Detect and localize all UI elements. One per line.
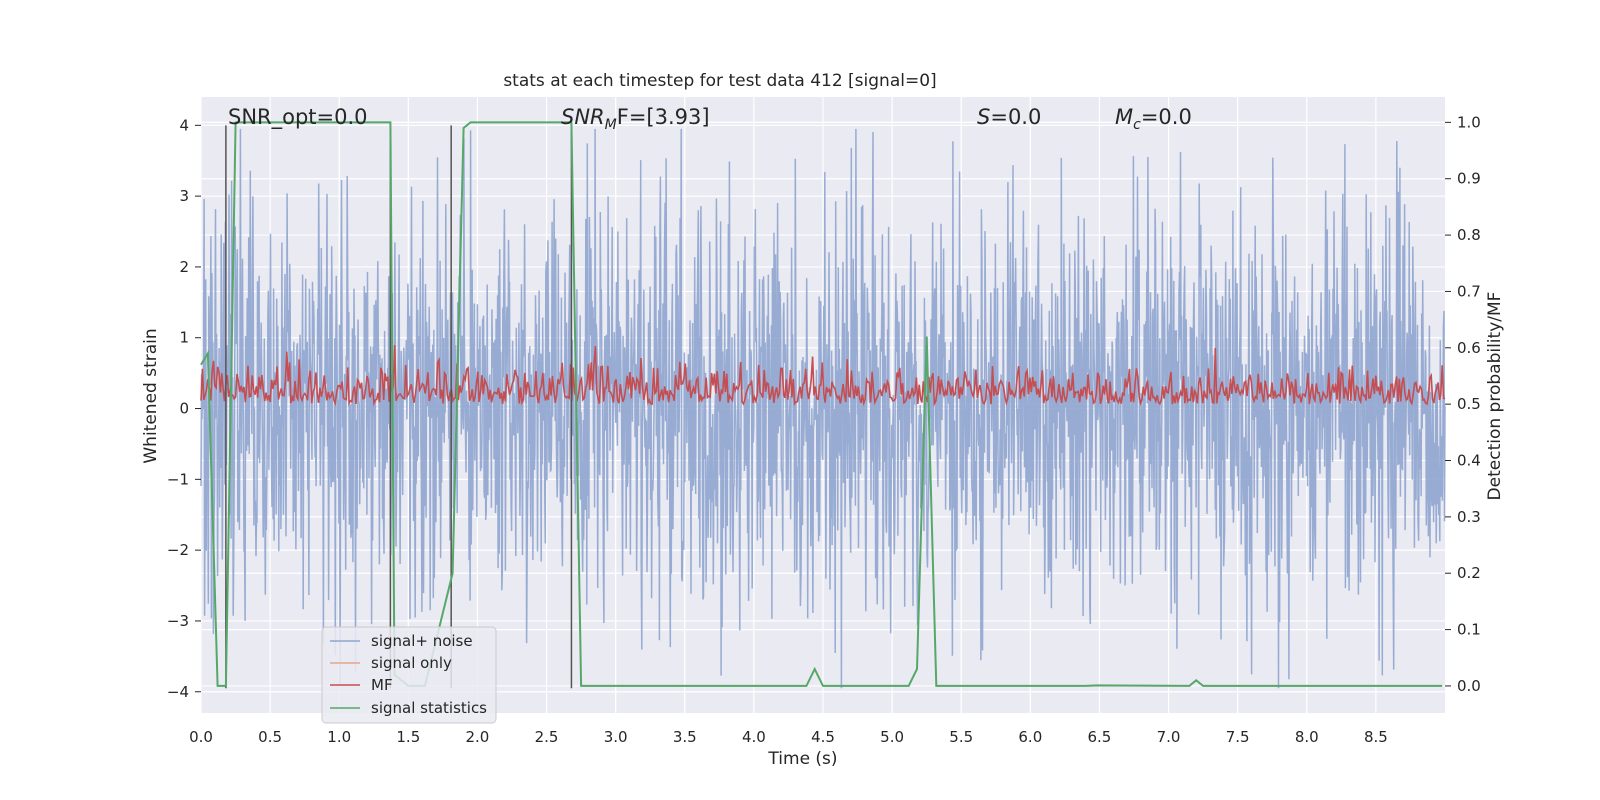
- y-right-tick-label: 0.5: [1457, 395, 1481, 413]
- y-right-tick-label: 0.4: [1457, 452, 1481, 470]
- signal-noise-series: [200, 128, 1446, 689]
- mf-series: [200, 344, 1446, 407]
- legend-box: [321, 626, 497, 724]
- y-tick-label: −1: [167, 470, 189, 488]
- y-tick-label: −2: [167, 541, 189, 559]
- x-tick-label: 5.5: [949, 728, 973, 746]
- annotation-snr-mf: SNRMF=[3.93]: [561, 105, 710, 133]
- y-right-axis-ticks: 1.0 0.9 0.8 0.7 0.6 0.5 0.4 0.3 0.2 0.1 0.0: [1445, 113, 1481, 695]
- legend-label-signal-only: signal only: [371, 654, 452, 672]
- chart-title: stats at each timestep for test data 412…: [503, 71, 936, 91]
- x-axis-label: Time (s): [767, 749, 837, 769]
- y-right-tick-label: 0.1: [1457, 621, 1481, 639]
- legend: signal+ noise signal only MF signal stat…: [321, 626, 497, 724]
- x-tick-label: 3.5: [673, 728, 697, 746]
- y-right-tick-label: 0.7: [1457, 282, 1481, 300]
- x-tick-label: 0.5: [258, 728, 282, 746]
- y-tick-label: 1: [179, 329, 189, 347]
- x-tick-label: 4.0: [742, 728, 766, 746]
- x-tick-label: 6.5: [1088, 728, 1112, 746]
- y-tick-label: 4: [179, 116, 189, 134]
- annotation-s: S=0.0: [977, 105, 1041, 129]
- y-tick-label: −4: [167, 683, 189, 701]
- signal-statistics-line: [200, 121, 1443, 687]
- signal-statistics-series: [200, 121, 1443, 687]
- x-tick-label: 2.0: [466, 728, 490, 746]
- x-tick-label: 8.0: [1295, 728, 1319, 746]
- legend-label-signal-noise: signal+ noise: [371, 632, 473, 650]
- y-axis-label: Whitened strain: [141, 328, 161, 463]
- x-tick-label: 7.0: [1157, 728, 1181, 746]
- y-right-tick-label: 0.2: [1457, 564, 1481, 582]
- x-tick-label: 7.5: [1226, 728, 1250, 746]
- x-tick-label: 4.5: [811, 728, 835, 746]
- y-right-tick-label: 0.6: [1457, 339, 1481, 357]
- legend-label-signal-statistics: signal statistics: [371, 699, 487, 717]
- legend-label-mf: MF: [371, 676, 393, 694]
- x-axis-ticks: 0.0 0.5 1.0 1.5 2.0 2.5 3.0 3.5 4.0 4.5 5.0 5.5 6.0 6…: [189, 728, 1388, 746]
- y-tick-label: 3: [179, 187, 189, 205]
- y-tick-label: −3: [167, 612, 189, 630]
- vertical-markers: [225, 125, 573, 689]
- y-right-tick-label: 0.9: [1457, 170, 1481, 188]
- y-tick-label: 2: [179, 258, 189, 276]
- annotation-snr-opt: SNR_opt=0.0: [228, 105, 368, 130]
- y-axis-ticks: 4 3 2 1 0 −1 −2 −3 −4: [167, 116, 201, 701]
- x-tick-label: 1.0: [327, 728, 351, 746]
- x-tick-label: 6.0: [1018, 728, 1042, 746]
- y-right-tick-label: 0.8: [1457, 226, 1481, 244]
- x-tick-label: 8.5: [1364, 728, 1388, 746]
- y-right-tick-label: 1.0: [1457, 113, 1481, 131]
- y-right-tick-label: 0.0: [1457, 677, 1481, 695]
- mf-line: [200, 344, 1446, 407]
- x-tick-label: 3.0: [604, 728, 628, 746]
- y-right-axis-label: Detection probability/MF: [1485, 292, 1505, 501]
- x-tick-label: 0.0: [189, 728, 213, 746]
- y-right-tick-label: 0.3: [1457, 508, 1481, 526]
- x-tick-label: 5.0: [880, 728, 904, 746]
- annotation-mc: Mc=0.0: [1115, 105, 1192, 133]
- signal-noise-line: [200, 128, 1446, 689]
- x-tick-label: 1.5: [396, 728, 420, 746]
- x-tick-label: 2.5: [535, 728, 559, 746]
- y-tick-label: 0: [179, 400, 189, 418]
